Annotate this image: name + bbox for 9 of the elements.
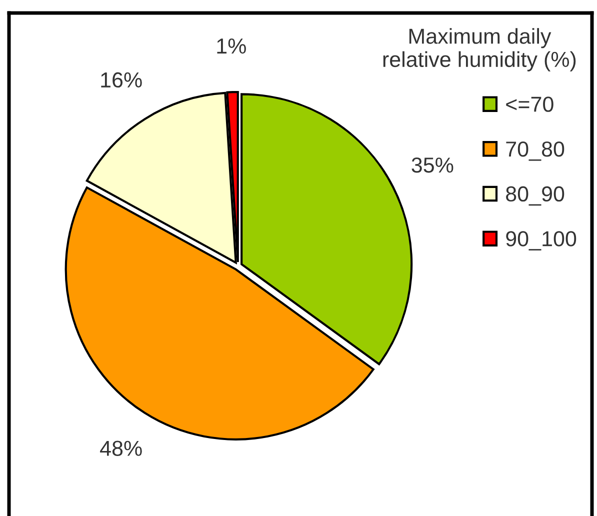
data-label: 35% [412, 157, 454, 173]
data-label: 48% [100, 440, 142, 456]
data-label: 1% [217, 38, 246, 54]
legend-label: 70_80 [506, 141, 564, 161]
data-label: 16% [101, 72, 142, 88]
legend-label: 90_100 [506, 231, 576, 250]
legend-label: <=70 [506, 96, 554, 112]
legend-title: Maximum daily relative humidity (%) [383, 28, 576, 72]
legend-label: 80_90 [506, 186, 564, 206]
